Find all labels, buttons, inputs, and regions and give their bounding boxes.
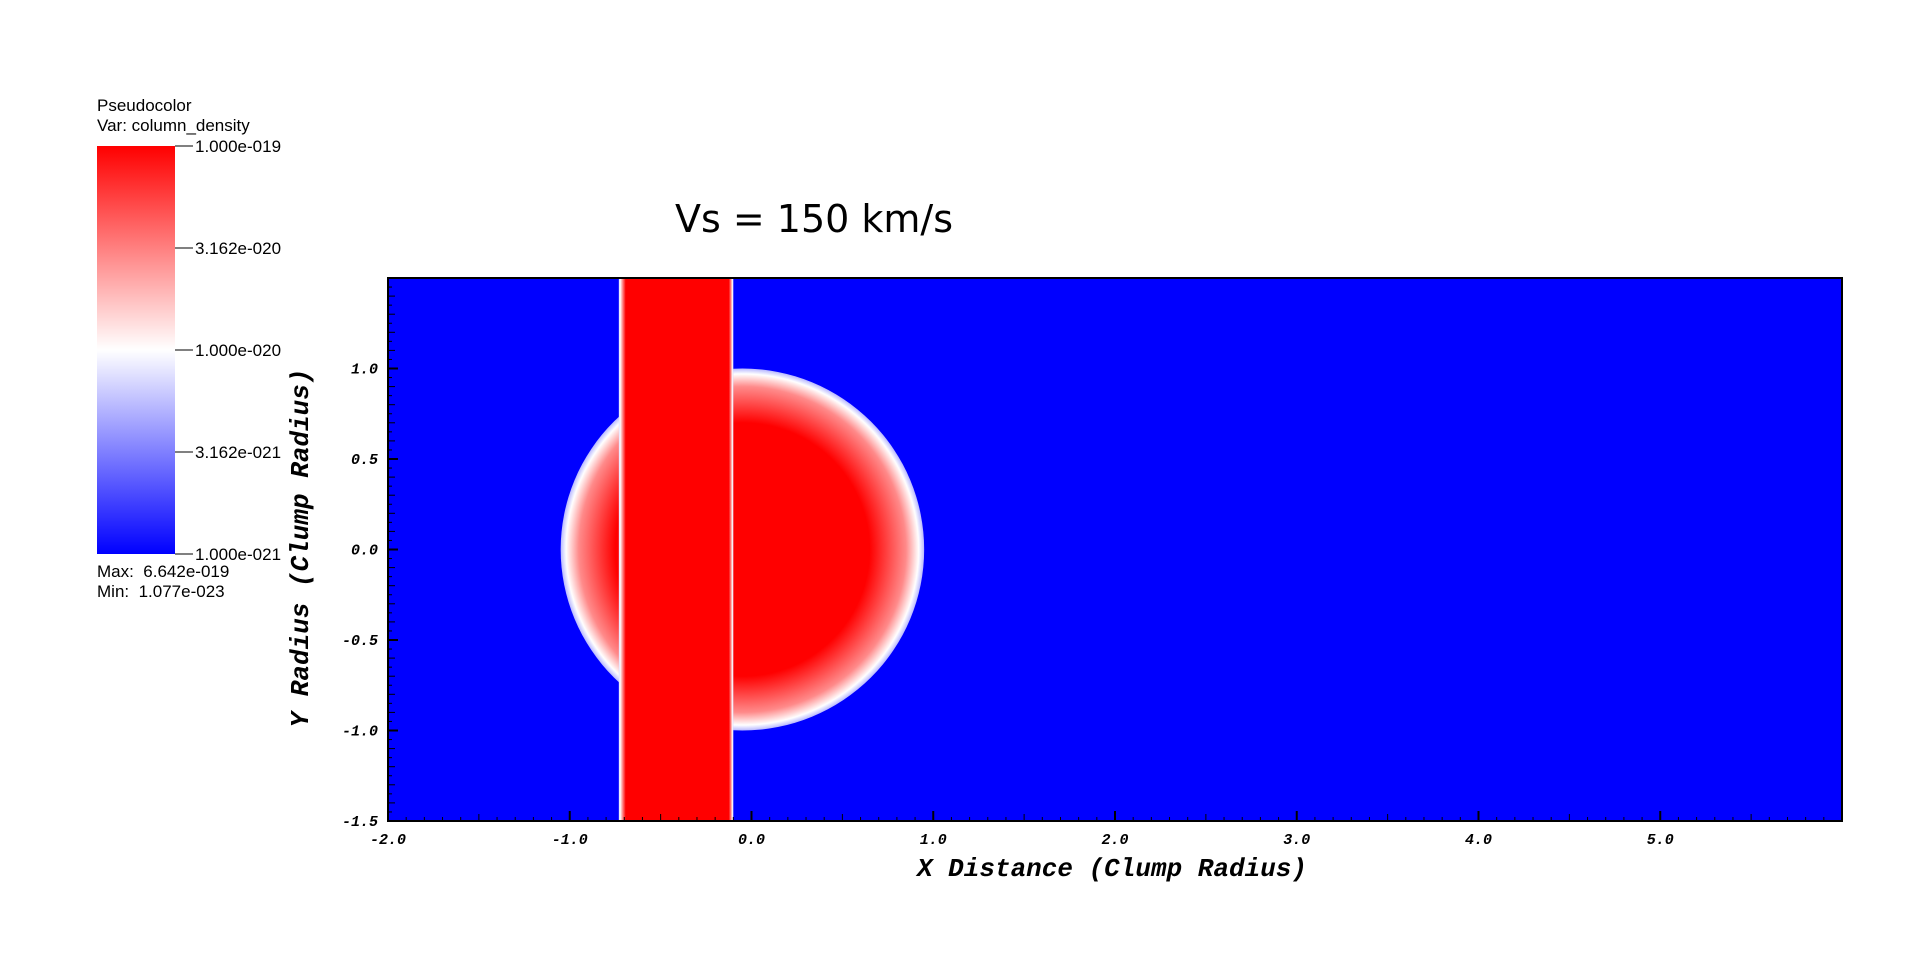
legend-max-value: 6.642e-019: [143, 562, 230, 581]
x-tick-label: -1.0: [552, 832, 588, 849]
y-tick-label: -1.5: [342, 814, 378, 831]
chart-title: Vs = 150 km/s: [675, 197, 954, 241]
x-tick-label: 2.0: [1101, 832, 1128, 849]
legend-plot-type: Pseudocolor: [97, 96, 192, 115]
x-tick-label: 4.0: [1465, 832, 1492, 849]
x-axis: -2.0 -1.0 0.0 1.0 2.0 3.0 4.0 5.0: [370, 811, 1843, 849]
legend-min: Min: 1.077e-023: [97, 583, 225, 600]
colorbar: [97, 146, 175, 554]
y-tick-label: 1.0: [351, 362, 378, 379]
y-tick-label: 0.0: [351, 543, 378, 560]
y-axis-title: Y Radius (Clump Radius): [286, 369, 316, 728]
legend-max-label: Max:: [97, 562, 134, 581]
y-tick-label: -0.5: [342, 633, 378, 650]
colorbar-ticks: 1.000e-019 3.162e-020 1.000e-020 3.162e-021…: [175, 137, 281, 564]
legend-max: Max: 6.642e-019: [97, 563, 229, 580]
legend-min-label: Min:: [97, 582, 130, 601]
x-tick-label: -2.0: [370, 832, 406, 849]
x-tick-label: 1.0: [920, 832, 947, 849]
x-tick-label: 5.0: [1647, 832, 1674, 849]
y-axis: -1.5 -1.0 -0.5 0.0 0.5 1.0: [342, 277, 398, 831]
colorbar-tick-label: 1.000e-019: [195, 137, 281, 156]
legend-variable: Var: column_density: [97, 116, 250, 135]
clump-half-disc: [560, 368, 925, 731]
y-tick-label: 0.5: [351, 452, 378, 469]
x-tick-label: 0.0: [738, 832, 765, 849]
y-tick-label: -1.0: [342, 724, 378, 741]
colorbar-tick-label: 1.000e-021: [195, 545, 281, 564]
x-tick-label: 3.0: [1283, 832, 1310, 849]
colorbar-tick-label: 3.162e-021: [195, 443, 281, 462]
legend-min-value: 1.077e-023: [138, 582, 225, 601]
x-axis-title: X Distance (Clump Radius): [915, 854, 1307, 884]
plot-field: [388, 278, 1842, 821]
colorbar-tick-label: 3.162e-020: [195, 239, 281, 258]
shock-band: [618, 278, 734, 821]
colorbar-tick-label: 1.000e-020: [195, 341, 281, 360]
